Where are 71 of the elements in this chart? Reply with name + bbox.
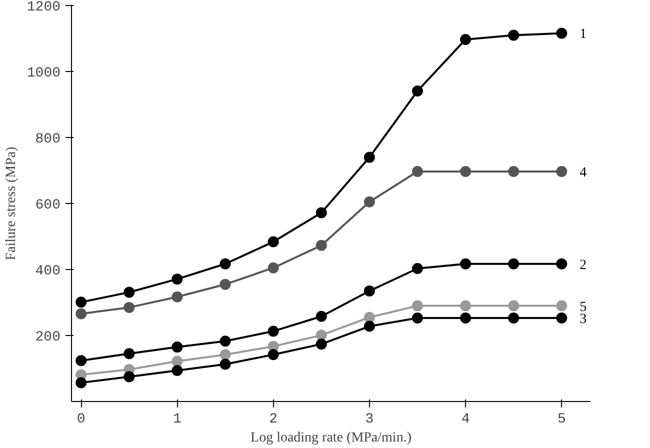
point — [556, 300, 568, 312]
y-tick-label: 1200 — [26, 0, 61, 16]
point — [556, 258, 568, 270]
y-tick-label: 200 — [35, 330, 61, 346]
point — [76, 296, 87, 308]
point — [556, 28, 568, 39]
x-tick-label: 3 — [365, 412, 374, 428]
series-label: 3 — [580, 312, 587, 328]
series-label: 5 — [580, 300, 587, 315]
point — [460, 312, 472, 324]
point — [364, 312, 375, 323]
point — [508, 258, 520, 270]
point — [316, 207, 327, 218]
point — [364, 285, 375, 296]
point — [316, 338, 327, 350]
point — [412, 263, 423, 274]
point — [172, 342, 183, 353]
point — [268, 326, 279, 337]
point — [508, 300, 520, 312]
point — [460, 166, 472, 177]
point — [124, 348, 135, 360]
point — [172, 364, 183, 376]
x-tick-label: 5 — [557, 412, 566, 428]
y-tick-label: 1000 — [26, 66, 61, 82]
point — [508, 30, 520, 41]
point — [556, 166, 568, 177]
point — [268, 236, 279, 248]
point — [556, 312, 568, 324]
point — [364, 320, 375, 332]
point — [316, 310, 327, 322]
point — [460, 34, 472, 45]
point — [76, 355, 87, 366]
y-tick-label: 800 — [35, 132, 61, 148]
point — [124, 371, 135, 382]
series-label: 1 — [580, 27, 587, 42]
y-tick-label: 600 — [35, 198, 61, 214]
point — [172, 291, 183, 302]
point — [412, 312, 423, 324]
y-tick-label: 400 — [35, 264, 61, 280]
point — [124, 302, 135, 313]
point — [268, 349, 279, 360]
point — [364, 196, 375, 208]
x-tick-label: 2 — [269, 412, 278, 428]
x-tick-label: 0 — [76, 412, 86, 428]
point — [172, 356, 183, 367]
point — [316, 330, 327, 341]
point — [508, 166, 520, 177]
series-label: 4 — [580, 165, 587, 180]
point — [172, 274, 183, 285]
point — [220, 278, 231, 290]
point — [364, 152, 375, 163]
point — [412, 85, 423, 96]
point — [76, 308, 87, 320]
point — [268, 262, 279, 274]
y-axis-title: Failure stress (MPa) — [4, 146, 19, 260]
point — [124, 286, 135, 298]
point — [220, 349, 231, 360]
x-tick-label: 4 — [461, 412, 470, 428]
x-axis-title: Log loading rate (MPa/min.) — [250, 430, 412, 446]
point — [220, 358, 231, 370]
point — [412, 300, 423, 312]
point — [316, 240, 327, 251]
point — [508, 312, 520, 324]
point — [460, 258, 472, 270]
point — [220, 336, 231, 347]
point — [460, 300, 472, 312]
point — [412, 166, 423, 177]
series-label: 2 — [580, 258, 587, 273]
x-tick-label: 1 — [173, 412, 182, 428]
point — [220, 258, 231, 270]
point — [76, 377, 87, 388]
